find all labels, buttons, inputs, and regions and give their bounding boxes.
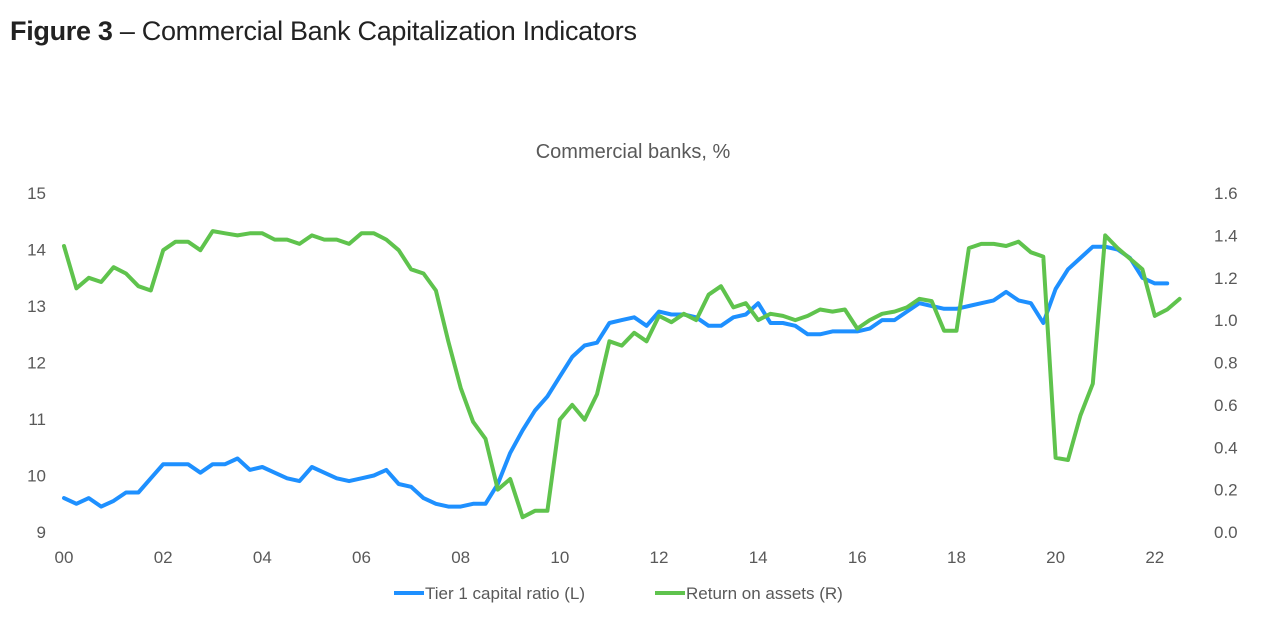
figure-heading: Figure 3 – Commercial Bank Capitalizatio… [10, 16, 637, 47]
figure-label: Figure 3 [10, 16, 113, 46]
x-axis-tick-label: 10 [550, 548, 569, 567]
right-axis-tick-label: 0.0 [1214, 523, 1238, 542]
series-line-tier1-capital-ratio [62, 244, 1170, 509]
series-lines [62, 229, 1182, 520]
right-axis-tick-label: 0.8 [1214, 354, 1238, 373]
x-axis-tick-label: 06 [352, 548, 371, 567]
x-axis-tick-label: 04 [253, 548, 272, 567]
left-axis-tick-label: 9 [37, 523, 46, 542]
right-axis-tick-label: 1.2 [1214, 269, 1238, 288]
x-axis-tick-label: 18 [947, 548, 966, 567]
legend: Tier 1 capital ratio (L) Return on asset… [394, 584, 843, 603]
x-axis-ticks: 00 02 04 06 08 10 12 14 16 18 20 22 [55, 548, 1165, 567]
series-line-return-on-assets [62, 229, 1182, 520]
chart-title: Commercial banks, % [536, 141, 731, 163]
x-axis-tick-label: 20 [1046, 548, 1065, 567]
x-axis-tick-label: 16 [848, 548, 867, 567]
left-axis-tick-label: 12 [27, 354, 46, 373]
right-axis-tick-label: 0.2 [1214, 481, 1238, 500]
figure-separator: – [112, 16, 142, 46]
left-axis-tick-label: 15 [27, 184, 46, 203]
x-axis-tick-label: 02 [154, 548, 173, 567]
x-axis-tick-label: 08 [451, 548, 470, 567]
right-axis-ticks: 0.0 0.2 0.4 0.6 0.8 1.0 1.2 1.4 1.6 [1214, 184, 1238, 542]
x-axis-tick-label: 00 [55, 548, 74, 567]
right-axis-tick-label: 0.6 [1214, 396, 1238, 415]
left-axis-tick-label: 14 [27, 241, 46, 260]
figure-caption: Commercial Bank Capitalization Indicator… [141, 16, 637, 46]
right-axis-tick-label: 0.4 [1214, 438, 1238, 457]
legend-label-roa: Return on assets (R) [686, 584, 843, 603]
right-axis-tick-label: 1.4 [1214, 226, 1238, 245]
right-axis-tick-label: 1.0 [1214, 311, 1238, 330]
left-axis-tick-label: 10 [27, 467, 46, 486]
x-axis-tick-label: 14 [749, 548, 768, 567]
left-axis-tick-label: 11 [28, 410, 46, 429]
left-axis-tick-label: 13 [27, 297, 46, 316]
x-axis-tick-label: 22 [1145, 548, 1164, 567]
left-axis-ticks: 9 10 11 12 13 14 15 [27, 184, 46, 542]
x-axis-tick-label: 12 [650, 548, 669, 567]
right-axis-tick-label: 1.6 [1214, 184, 1238, 203]
legend-label-tier1: Tier 1 capital ratio (L) [425, 584, 585, 603]
